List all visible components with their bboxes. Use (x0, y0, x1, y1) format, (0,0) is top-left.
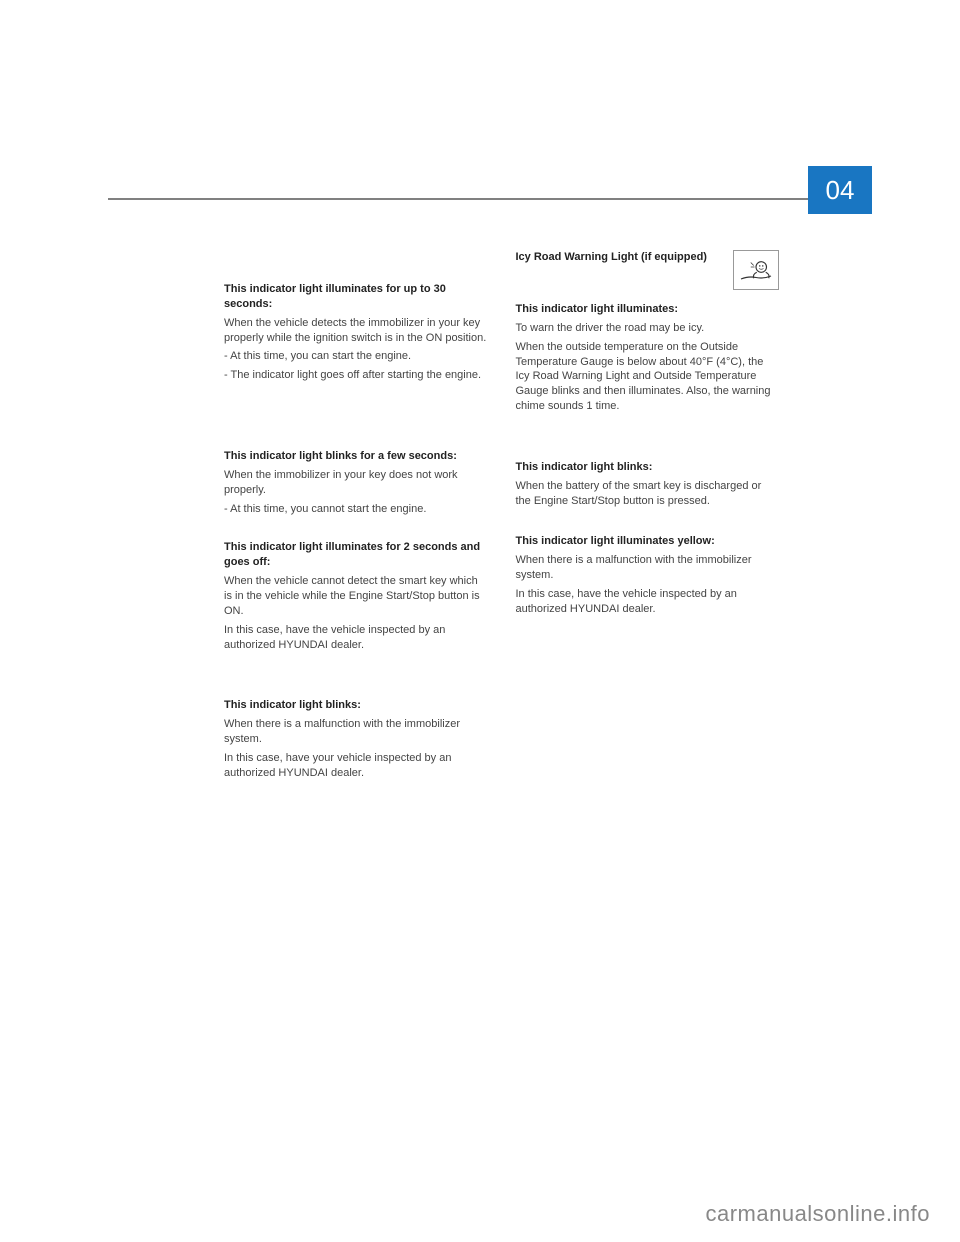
right-para-1b: When the outside temperature on the Outs… (516, 340, 780, 414)
left-para-4b: In this case, have your vehicle inspecte… (224, 751, 488, 781)
right-title-1: Icy Road Warning Light (if equipped) (516, 250, 707, 265)
chapter-number: 04 (826, 175, 855, 206)
right-para-2: When the battery of the smart key is dis… (516, 479, 780, 509)
right-para-1a: To warn the driver the road may be icy. (516, 321, 780, 336)
left-heading-4: This indicator light blinks: (224, 698, 488, 713)
left-heading-3: This indicator light illuminates for 2 s… (224, 540, 488, 570)
content-area: Immobilizer Indicator Light (without sma… (224, 250, 779, 785)
right-title-row: Icy Road Warning Light (if equipped) (516, 250, 780, 290)
left-para-2b: - At this time, you cannot start the eng… (224, 502, 488, 517)
header-rule (108, 198, 836, 200)
right-column: Icy Road Warning Light (if equipped) (516, 250, 780, 785)
manual-page: 04 Immobilizer Indicator Light (without … (0, 0, 960, 1242)
watermark: carmanualsonline.info (705, 1201, 930, 1227)
right-para-3: When there is a malfunction with the imm… (516, 553, 780, 583)
left-para-1b: - At this time, you can start the engine… (224, 349, 488, 364)
left-para-2: When the immobilizer in your key does no… (224, 468, 488, 498)
left-column: Immobilizer Indicator Light (without sma… (224, 250, 488, 785)
left-para-1c: - The indicator light goes off after sta… (224, 368, 488, 383)
chapter-badge: 04 (808, 166, 872, 214)
left-para-1: When the vehicle detects the immobilizer… (224, 316, 488, 346)
icy-road-icon (733, 250, 779, 290)
right-heading-2: This indicator light blinks: (516, 460, 780, 475)
left-para-3b: In this case, have the vehicle inspected… (224, 623, 488, 653)
left-para-4: When there is a malfunction with the imm… (224, 717, 488, 747)
left-para-3: When the vehicle cannot detect the smart… (224, 574, 488, 619)
right-heading-1: This indicator light illuminates: (516, 302, 780, 317)
right-para-3b: In this case, have the vehicle inspected… (516, 587, 780, 617)
left-heading-2: This indicator light blinks for a few se… (224, 449, 488, 464)
right-heading-3: This indicator light illuminates yellow: (516, 534, 780, 549)
left-heading-1: This indicator light illuminates for up … (224, 282, 488, 312)
